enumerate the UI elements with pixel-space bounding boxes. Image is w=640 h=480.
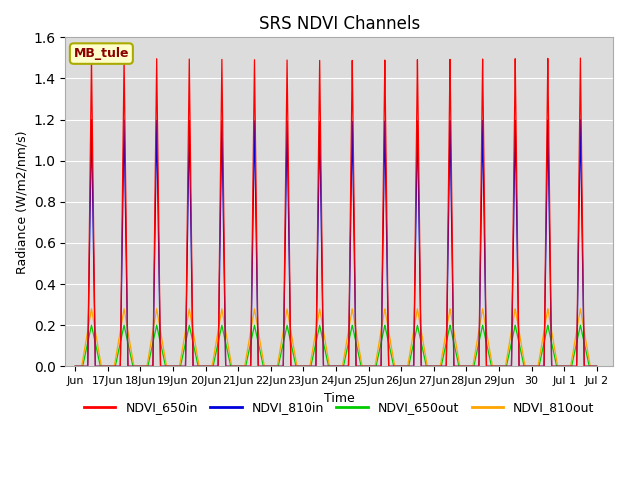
Title: SRS NDVI Channels: SRS NDVI Channels	[259, 15, 420, 33]
Y-axis label: Radiance (W/m2/nm/s): Radiance (W/m2/nm/s)	[15, 130, 28, 274]
Legend: NDVI_650in, NDVI_810in, NDVI_650out, NDVI_810out: NDVI_650in, NDVI_810in, NDVI_650out, NDV…	[79, 396, 599, 420]
Text: MB_tule: MB_tule	[74, 47, 129, 60]
X-axis label: Time: Time	[324, 392, 355, 405]
